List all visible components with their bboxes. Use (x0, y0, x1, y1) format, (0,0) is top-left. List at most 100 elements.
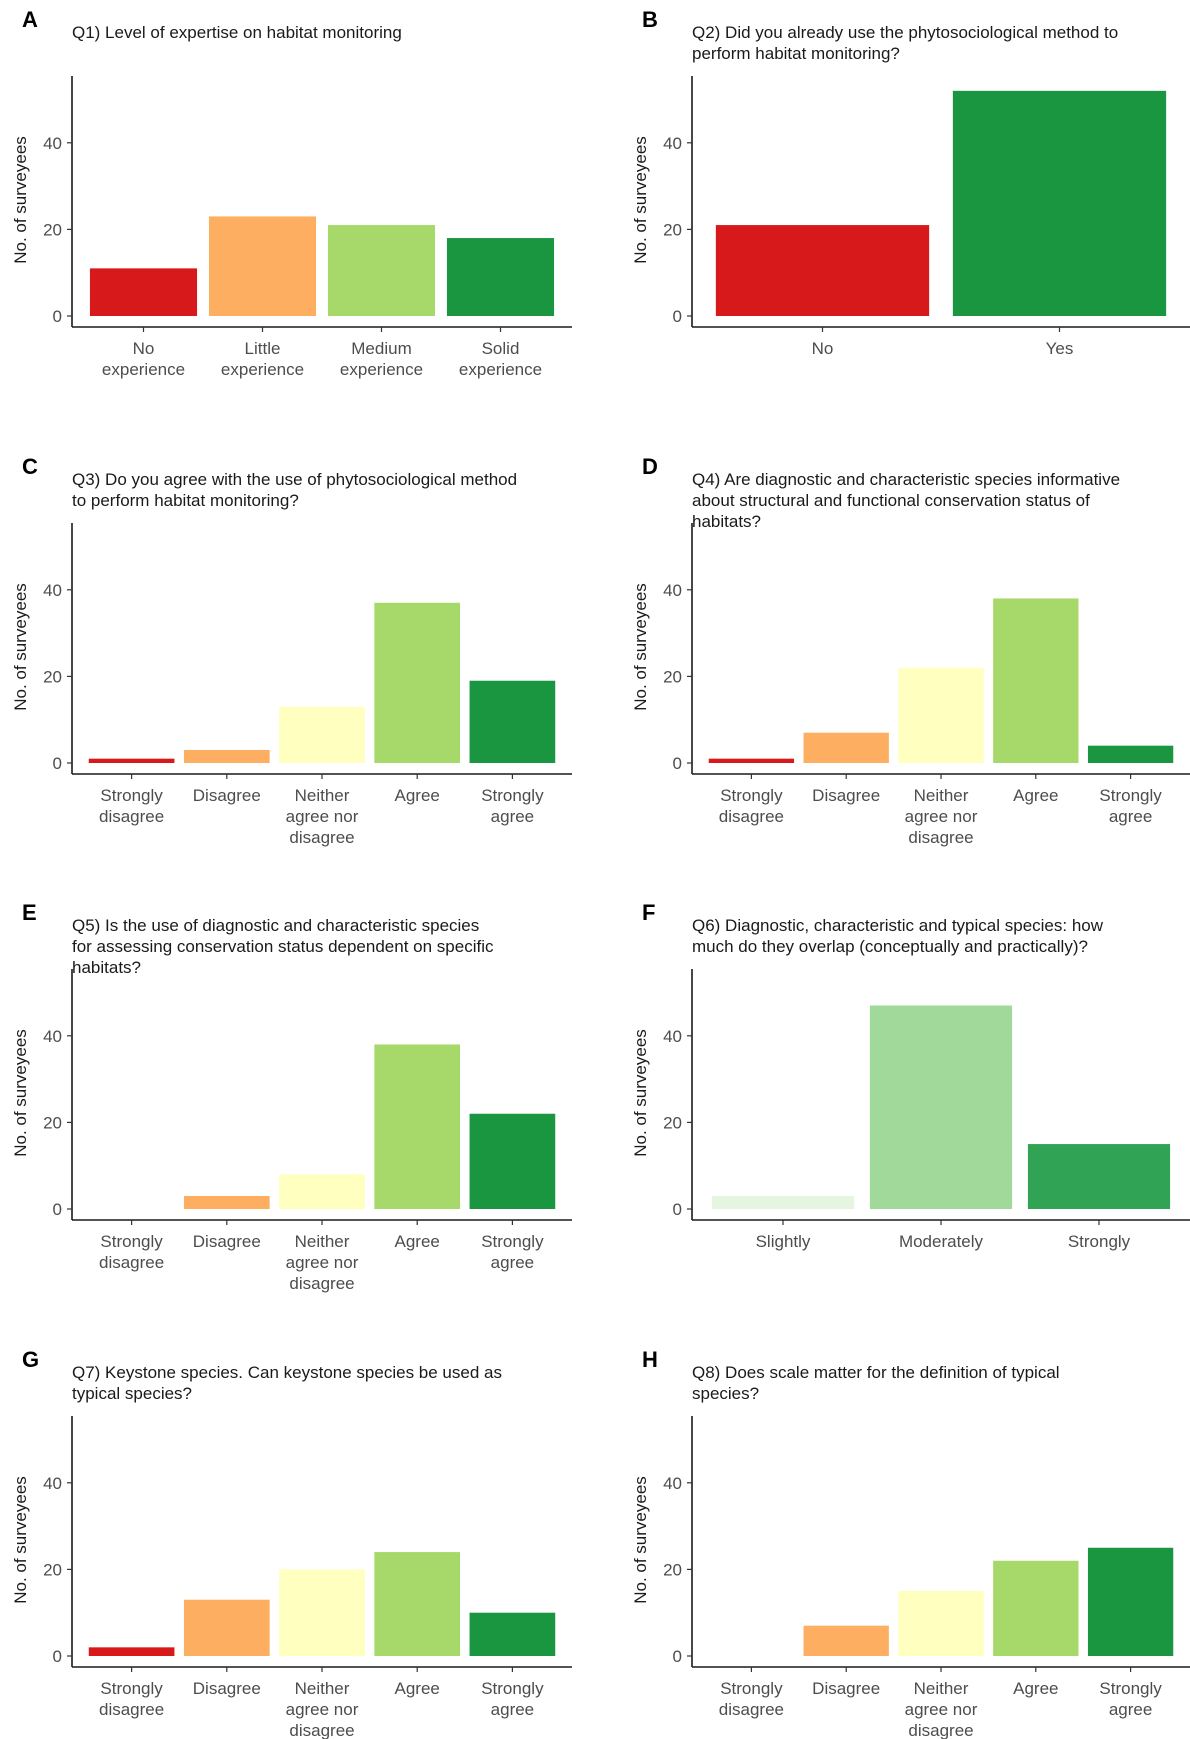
y-tick-label: 20 (43, 220, 62, 239)
bar-medium-experience (327, 225, 436, 316)
bar-little-experience (208, 216, 317, 316)
x-tick-label: Yes (1046, 339, 1074, 358)
chart-title: Q7) Keystone species. Can keystone speci… (72, 1363, 502, 1403)
y-tick-label: 20 (663, 667, 682, 686)
bar-strongly-agree (469, 1612, 556, 1656)
chart-title: Q4) Are diagnostic and characteristic sp… (692, 470, 1120, 531)
y-tick-label: 40 (43, 1027, 62, 1046)
bar-agree (993, 598, 1079, 763)
x-tick-label: Strongly disagree (99, 1679, 164, 1719)
y-tick-label: 20 (43, 667, 62, 686)
y-tick-label: 20 (43, 1113, 62, 1132)
y-tick-label: 20 (663, 1560, 682, 1579)
bar-strongly-agree (469, 680, 556, 763)
x-tick-label: Strongly agree (481, 1232, 544, 1272)
bar-strongly (1027, 1144, 1171, 1209)
x-tick-label: Agree (395, 1232, 440, 1251)
x-tick-label: Moderately (899, 1232, 984, 1251)
y-tick-label: 0 (673, 1647, 682, 1666)
y-tick-label: 40 (43, 134, 62, 153)
x-tick-label: Strongly agree (481, 1679, 544, 1719)
panel-letter: C (22, 454, 38, 479)
x-tick-label: Neither agree nor disagree (286, 1232, 359, 1293)
y-tick-label: 40 (663, 581, 682, 600)
bar-neither-agree-nor-disagree (279, 1174, 365, 1209)
chart-title: Q6) Diagnostic, characteristic and typic… (692, 916, 1104, 956)
x-tick-label: Neither agree nor disagree (286, 786, 359, 847)
x-tick-label: No experience (102, 339, 185, 379)
chart-panel-b: B Q2) Did you already use the phytosociol… (631, 7, 1190, 358)
panel-letter: B (642, 7, 658, 32)
bar-disagree (183, 1196, 270, 1209)
x-tick-label: Strongly disagree (99, 1232, 164, 1272)
bar-agree (993, 1560, 1079, 1656)
chart-title: Q1) Level of expertise on habitat monito… (72, 23, 402, 42)
y-tick-label: 0 (673, 1200, 682, 1219)
y-tick-label: 0 (53, 1647, 62, 1666)
bar-neither-agree-nor-disagree (279, 706, 365, 763)
y-tick-label: 0 (673, 307, 682, 326)
panel-letter: A (22, 7, 38, 32)
chart-title: Q3) Do you agree with the use of phytoso… (72, 470, 517, 510)
x-tick-label: Solid experience (459, 339, 542, 379)
x-tick-label: No (812, 339, 834, 358)
x-tick-label: Disagree (193, 1679, 261, 1698)
x-tick-label: Agree (395, 786, 440, 805)
bar-disagree (803, 1625, 889, 1656)
panel-letter: D (642, 454, 658, 479)
x-tick-label: Strongly (1068, 1232, 1131, 1251)
x-tick-label: Slightly (756, 1232, 811, 1251)
bar-neither-agree-nor-disagree (898, 667, 984, 763)
bar-agree (374, 602, 461, 763)
y-axis-label: No. of surveyees (631, 1029, 650, 1157)
chart-panel-h: H Q8) Does scale matter for the definitio… (631, 1347, 1190, 1739)
y-tick-label: 40 (43, 581, 62, 600)
x-tick-label: Strongly disagree (719, 786, 784, 826)
x-tick-label: Medium experience (340, 339, 423, 379)
y-axis-label: No. of surveyees (11, 136, 30, 264)
bar-strongly-disagree (708, 758, 795, 763)
y-axis-label: No. of surveyees (11, 1476, 30, 1604)
y-tick-label: 40 (43, 1474, 62, 1493)
y-axis-label: No. of surveyees (11, 1029, 30, 1157)
x-tick-label: Strongly disagree (719, 1679, 784, 1719)
bar-disagree (803, 732, 889, 763)
y-axis-label: No. of surveyees (631, 136, 650, 264)
panel-letter: H (642, 1347, 658, 1372)
chart-panel-e: E Q5) Is the use of diagnostic and charac… (11, 900, 572, 1293)
y-tick-label: 20 (663, 220, 682, 239)
bar-disagree (183, 750, 270, 763)
y-tick-label: 0 (53, 754, 62, 773)
bar-slightly (711, 1196, 855, 1209)
x-tick-label: Agree (1013, 786, 1058, 805)
y-tick-label: 20 (43, 1560, 62, 1579)
y-axis-label: No. of surveyees (631, 1476, 650, 1604)
bar-moderately (869, 1005, 1013, 1209)
y-tick-label: 40 (663, 1474, 682, 1493)
chart-panel-d: D Q4) Are diagnostic and characteristic s… (631, 454, 1190, 847)
chart-panel-f: F Q6) Diagnostic, characteristic and typi… (631, 900, 1190, 1251)
y-tick-label: 0 (673, 754, 682, 773)
bar-yes (952, 90, 1167, 316)
x-tick-label: Disagree (812, 1679, 880, 1698)
y-axis-label: No. of surveyees (631, 583, 650, 711)
x-tick-label: Strongly agree (1099, 1679, 1162, 1719)
chart-title: Q2) Did you already use the phytosociolo… (692, 23, 1118, 63)
bar-no (715, 225, 930, 316)
bar-neither-agree-nor-disagree (279, 1569, 365, 1656)
bar-strongly-agree (1087, 745, 1174, 763)
y-tick-label: 0 (53, 1200, 62, 1219)
y-tick-label: 20 (663, 1113, 682, 1132)
x-tick-label: Disagree (812, 786, 880, 805)
bar-agree (374, 1044, 461, 1209)
x-tick-label: Neither agree nor disagree (905, 786, 978, 847)
y-axis-label: No. of surveyees (11, 583, 30, 711)
x-tick-label: Strongly disagree (99, 786, 164, 826)
x-tick-label: Disagree (193, 786, 261, 805)
x-tick-label: Strongly agree (481, 786, 544, 826)
chart-panel-g: G Q7) Keystone species. Can keystone spec… (11, 1347, 572, 1739)
y-tick-label: 40 (663, 1027, 682, 1046)
chart-title: Q8) Does scale matter for the definition… (692, 1363, 1060, 1403)
y-tick-label: 0 (53, 307, 62, 326)
x-tick-label: Strongly agree (1099, 786, 1162, 826)
